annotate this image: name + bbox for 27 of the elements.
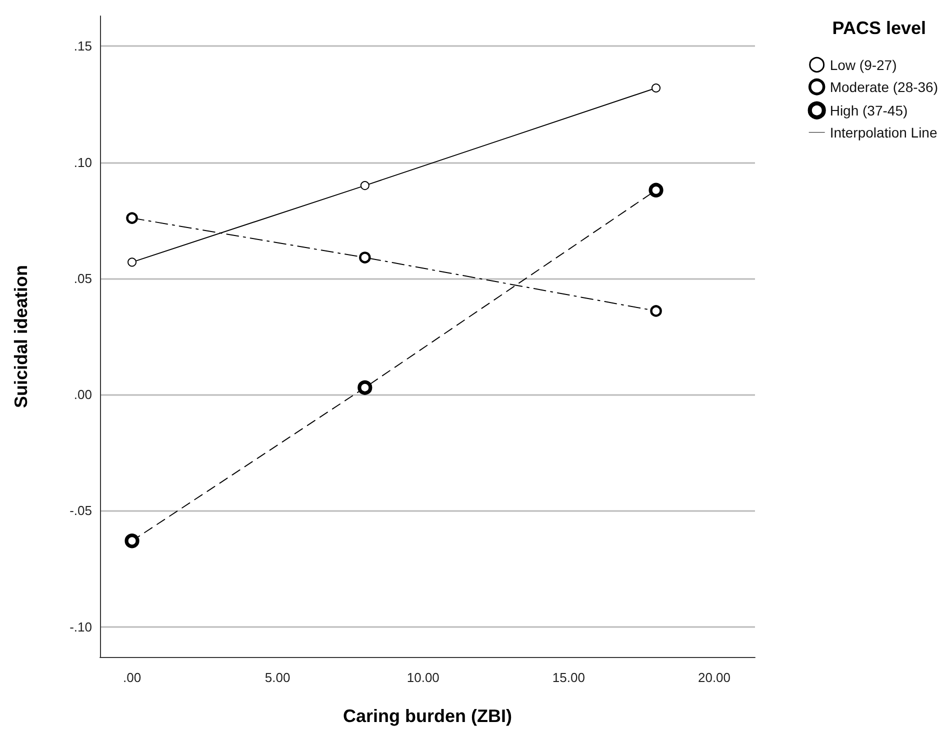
point: [652, 84, 661, 92]
y-axis-title: Suicidal ideation: [11, 264, 31, 408]
point: [648, 182, 664, 198]
y-tick-label: -.05: [70, 503, 92, 518]
y-tick-label: -.10: [70, 619, 92, 634]
point: [650, 305, 662, 317]
point: [126, 212, 138, 224]
legend-label: High (37-45): [830, 102, 908, 118]
point: [358, 380, 372, 395]
x-tick-label: .00: [122, 670, 142, 685]
point: [360, 181, 370, 190]
y-tick-label: .00: [74, 387, 92, 402]
x-tick-label: 10.00: [406, 670, 440, 685]
legend-label: Moderate (28-36): [830, 78, 938, 95]
y-tick-label: .15: [74, 38, 92, 54]
legend-label: Low (9-27): [830, 56, 897, 73]
x-axis-title: Caring burden (ZBI): [343, 706, 512, 726]
point: [359, 252, 371, 264]
x-tick-label: 5.00: [264, 670, 290, 685]
legend-title: PACS level: [832, 18, 926, 38]
y-tick-label: .10: [74, 154, 92, 170]
legend-label: Interpolation Line: [830, 124, 938, 140]
x-tick-label: 20.00: [698, 670, 731, 685]
point: [128, 258, 137, 267]
y-tick-label: .05: [74, 270, 92, 286]
point: [124, 534, 140, 548]
x-tick-label: 15.00: [552, 670, 585, 685]
